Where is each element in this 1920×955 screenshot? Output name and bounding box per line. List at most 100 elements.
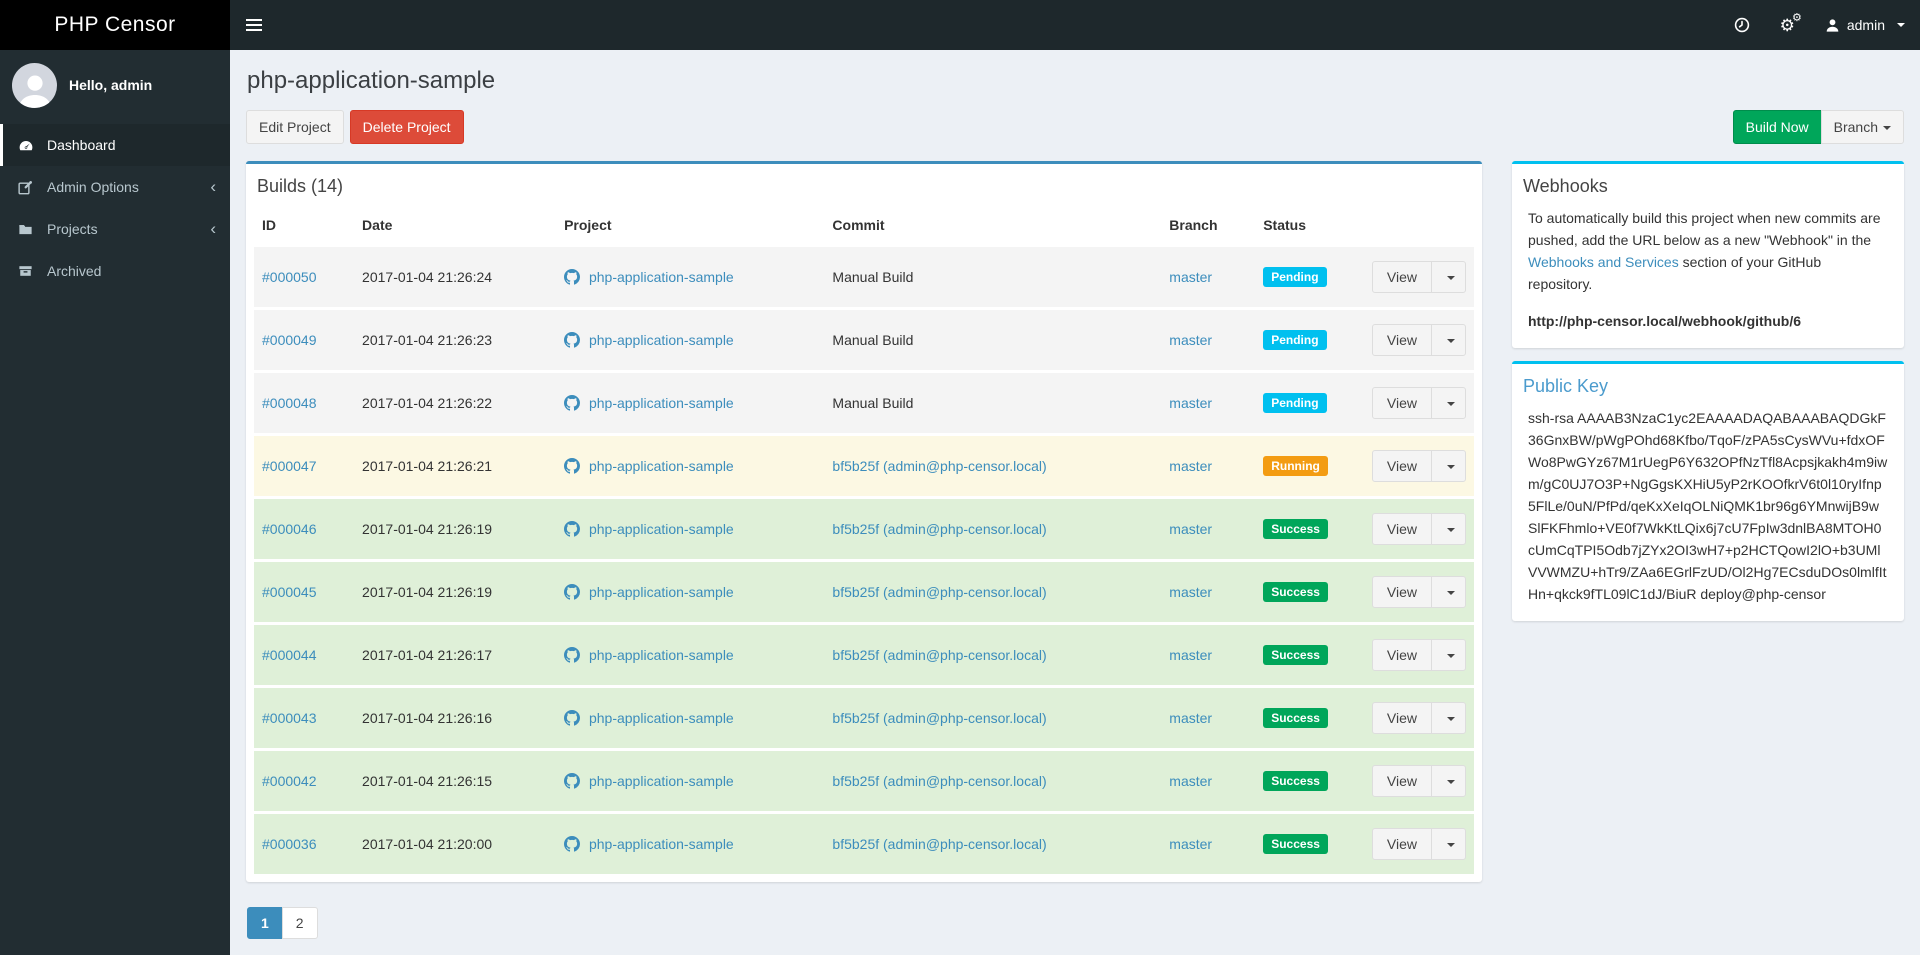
top-navbar: ⚙ ⚙ admin xyxy=(230,0,1920,50)
branch-link[interactable]: master xyxy=(1169,332,1213,348)
commit-link[interactable]: bf5b25f (admin@php-censor.local) xyxy=(832,710,1047,726)
project-link[interactable]: php-application-sample xyxy=(564,269,734,285)
build-id-link[interactable]: #000048 xyxy=(262,395,317,411)
user-menu[interactable]: admin xyxy=(1810,0,1920,50)
commit-link[interactable]: bf5b25f (admin@php-censor.local) xyxy=(832,584,1047,600)
sidebar: Hello, admin Dashboard Admin Options ‹ Proj… xyxy=(0,50,230,955)
user-icon xyxy=(1825,18,1840,33)
branch-link[interactable]: master xyxy=(1169,584,1213,600)
view-dropdown-button[interactable] xyxy=(1431,261,1466,293)
branch-link[interactable]: master xyxy=(1169,521,1213,537)
builds-panel-header: Builds (14) xyxy=(246,164,1482,207)
view-build-button[interactable]: View xyxy=(1371,576,1432,608)
edit-project-button[interactable]: Edit Project xyxy=(246,110,344,144)
build-date: 2017-01-04 21:26:16 xyxy=(354,685,557,750)
github-icon xyxy=(564,836,581,852)
view-dropdown-button[interactable] xyxy=(1431,702,1466,734)
view-build-button[interactable]: View xyxy=(1371,324,1432,356)
sidebar-item-archived[interactable]: Archived xyxy=(0,250,230,292)
view-dropdown-button[interactable] xyxy=(1431,639,1466,671)
branch-dropdown-button[interactable]: Branch xyxy=(1820,110,1904,144)
branch-link[interactable]: master xyxy=(1169,773,1213,789)
caret-down-icon xyxy=(1897,23,1905,27)
branch-link[interactable]: master xyxy=(1169,395,1213,411)
project-link[interactable]: php-application-sample xyxy=(564,332,734,348)
view-dropdown-button[interactable] xyxy=(1431,765,1466,797)
view-build-button[interactable]: View xyxy=(1371,387,1432,419)
branch-link[interactable]: master xyxy=(1169,710,1213,726)
pagination-page-1: 1 xyxy=(247,907,283,939)
view-dropdown-button[interactable] xyxy=(1431,576,1466,608)
build-id-link[interactable]: #000046 xyxy=(262,521,317,537)
build-id-link[interactable]: #000047 xyxy=(262,458,317,474)
build-id-link[interactable]: #000042 xyxy=(262,773,317,789)
status-badge: Pending xyxy=(1263,267,1327,287)
webhooks-description: To automatically build this project when… xyxy=(1528,210,1881,292)
project-link[interactable]: php-application-sample xyxy=(564,584,734,600)
tachometer-icon xyxy=(18,138,40,153)
view-dropdown-button[interactable] xyxy=(1431,513,1466,545)
brand-logo[interactable]: PHP Censor xyxy=(0,0,230,50)
pagination-link-1[interactable]: 1 xyxy=(247,907,283,939)
view-build-button[interactable]: View xyxy=(1371,639,1432,671)
view-dropdown-button[interactable] xyxy=(1431,450,1466,482)
build-id-link[interactable]: #000050 xyxy=(262,269,317,285)
sidebar-item-admin-options[interactable]: Admin Options ‹ xyxy=(0,166,230,208)
build-date: 2017-01-04 21:26:23 xyxy=(354,307,557,372)
commit-link[interactable]: bf5b25f (admin@php-censor.local) xyxy=(832,836,1047,852)
build-commit: Manual Build xyxy=(824,244,1162,309)
build-id-link[interactable]: #000036 xyxy=(262,836,317,852)
settings-link[interactable]: ⚙ ⚙ xyxy=(1765,0,1810,50)
build-now-button[interactable]: Build Now xyxy=(1732,110,1822,144)
project-link[interactable]: php-application-sample xyxy=(564,647,734,663)
commit-link[interactable]: bf5b25f (admin@php-censor.local) xyxy=(832,647,1047,663)
cogs-icon: ⚙ ⚙ xyxy=(1779,11,1802,35)
project-link[interactable]: php-application-sample xyxy=(564,395,734,411)
view-build-button[interactable]: View xyxy=(1371,765,1432,797)
branch-link[interactable]: master xyxy=(1169,269,1213,285)
view-build-button[interactable]: View xyxy=(1371,513,1432,545)
webhooks-services-link[interactable]: Webhooks and Services xyxy=(1528,254,1679,270)
github-icon xyxy=(564,773,581,789)
view-dropdown-button[interactable] xyxy=(1431,387,1466,419)
view-build-button[interactable]: View xyxy=(1371,261,1432,293)
project-link[interactable]: php-application-sample xyxy=(564,836,734,852)
commit-link[interactable]: bf5b25f (admin@php-censor.local) xyxy=(832,458,1047,474)
github-icon xyxy=(564,647,581,663)
column-header-id: ID xyxy=(254,207,355,247)
table-row: #000045 2017-01-04 21:26:19 php-applicat… xyxy=(254,559,1474,624)
edit-icon xyxy=(18,180,40,195)
sidebar-item-projects[interactable]: Projects ‹ xyxy=(0,208,230,250)
branch-link[interactable]: master xyxy=(1169,647,1213,663)
avatar xyxy=(12,62,57,108)
delete-project-button[interactable]: Delete Project xyxy=(349,110,464,144)
build-id-link[interactable]: #000049 xyxy=(262,332,317,348)
project-link[interactable]: php-application-sample xyxy=(564,710,734,726)
build-history-link[interactable] xyxy=(1719,0,1765,50)
view-dropdown-button[interactable] xyxy=(1431,324,1466,356)
view-build-button[interactable]: View xyxy=(1371,450,1432,482)
builds-table-body: #000050 2017-01-04 21:26:24 php-applicat… xyxy=(254,244,1474,874)
github-icon xyxy=(564,458,581,474)
project-link[interactable]: php-application-sample xyxy=(564,521,734,537)
sidebar-greeting: Hello, admin xyxy=(69,77,153,93)
pagination-link-2[interactable]: 2 xyxy=(281,907,318,939)
view-build-button[interactable]: View xyxy=(1371,702,1432,734)
sidebar-item-dashboard[interactable]: Dashboard xyxy=(0,124,230,166)
navbar-right: ⚙ ⚙ admin xyxy=(1719,0,1920,50)
build-id-link[interactable]: #000044 xyxy=(262,647,317,663)
project-link[interactable]: php-application-sample xyxy=(564,458,734,474)
commit-link[interactable]: bf5b25f (admin@php-censor.local) xyxy=(832,521,1047,537)
status-badge: Success xyxy=(1263,519,1328,539)
build-id-link[interactable]: #000045 xyxy=(262,584,317,600)
project-link[interactable]: php-application-sample xyxy=(564,773,734,789)
build-id-link[interactable]: #000043 xyxy=(262,710,317,726)
sidebar-toggle-button[interactable] xyxy=(230,0,278,50)
build-commit: bf5b25f (admin@php-censor.local) xyxy=(824,811,1162,874)
build-commit: bf5b25f (admin@php-censor.local) xyxy=(824,496,1162,561)
view-build-button[interactable]: View xyxy=(1371,828,1432,860)
view-dropdown-button[interactable] xyxy=(1431,828,1466,860)
commit-link[interactable]: bf5b25f (admin@php-censor.local) xyxy=(832,773,1047,789)
branch-link[interactable]: master xyxy=(1169,836,1213,852)
branch-link[interactable]: master xyxy=(1169,458,1213,474)
